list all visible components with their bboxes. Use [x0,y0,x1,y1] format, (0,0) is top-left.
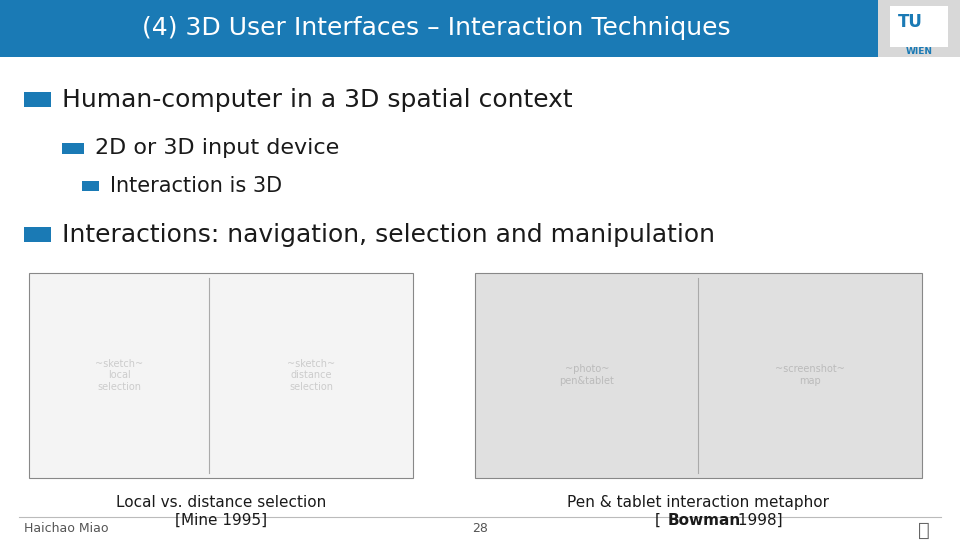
Text: WIEN: WIEN [905,47,933,56]
Bar [0,0,960,57]
Bar [475,273,922,478]
Text: Bowman: Bowman [668,512,741,528]
Bar [62,143,84,154]
Text: Human-computer in a 3D spatial context: Human-computer in a 3D spatial context [62,88,573,112]
Text: Haichao Miao: Haichao Miao [24,522,108,535]
Bar [878,0,960,57]
Text: Local vs. distance selection: Local vs. distance selection [115,495,326,510]
Text: [Mine 1995]: [Mine 1995] [175,512,267,528]
Bar [890,6,948,47]
Text: 1998]: 1998] [733,512,782,528]
Bar [82,181,99,191]
Bar [24,227,51,242]
Text: ~photo~
pen&tablet: ~photo~ pen&tablet [560,364,614,386]
Bar [29,273,413,478]
Bar [24,92,51,107]
Text: ~sketch~
local
selection: ~sketch~ local selection [95,359,143,392]
Text: 28: 28 [472,522,488,535]
Text: 2D or 3D input device: 2D or 3D input device [95,138,339,159]
Text: [: [ [655,512,661,528]
Text: (4) 3D User Interfaces – Interaction Techniques: (4) 3D User Interfaces – Interaction Tec… [142,16,732,40]
Text: ~screenshot~
map: ~screenshot~ map [775,364,845,386]
Text: Interaction is 3D: Interaction is 3D [110,176,282,197]
Text: ~sketch~
distance
selection: ~sketch~ distance selection [287,359,335,392]
Text: TU: TU [898,13,923,31]
Text: Interactions: navigation, selection and manipulation: Interactions: navigation, selection and … [62,223,715,247]
Text: 🐛: 🐛 [918,521,929,540]
Text: Pen & tablet interaction metaphor: Pen & tablet interaction metaphor [567,495,829,510]
